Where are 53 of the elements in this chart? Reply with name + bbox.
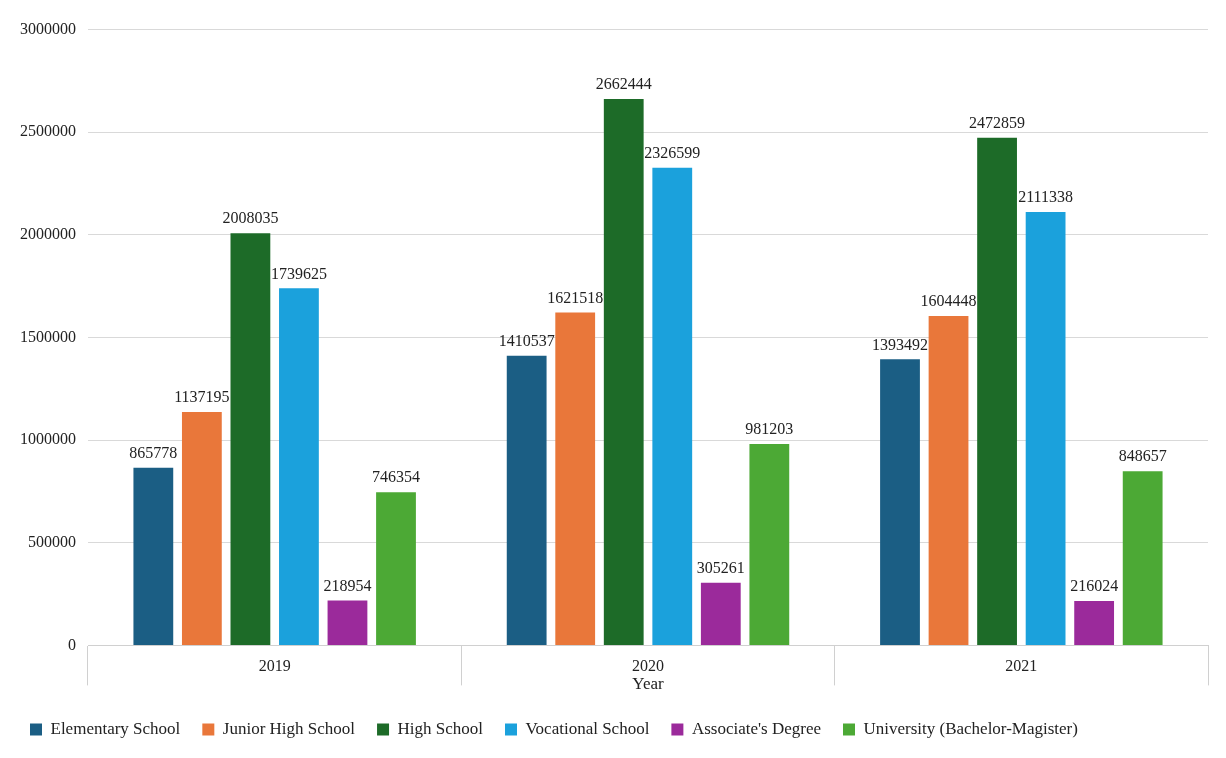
- y-tick-label: 0: [68, 635, 76, 653]
- y-tick-label: 2000000: [20, 225, 76, 243]
- data-label: 981203: [745, 420, 794, 438]
- x-tick-label: 2020: [632, 657, 664, 675]
- data-label: 848657: [1118, 447, 1167, 465]
- bar: [1025, 212, 1066, 645]
- legend-label: University (Bachelor-Magister): [863, 718, 1078, 738]
- bar: [928, 316, 969, 645]
- x-tick-label: 2021: [1005, 657, 1038, 675]
- data-label: 2662444: [595, 75, 652, 93]
- data-label: 2111338: [1018, 188, 1074, 206]
- legend-label: High School: [397, 718, 484, 738]
- legend-label: Associate's Degree: [691, 718, 821, 738]
- bar: [181, 411, 222, 645]
- bar: [700, 582, 741, 645]
- bar: [1074, 601, 1115, 645]
- data-label: 218954: [323, 576, 372, 594]
- legend-label: Elementary School: [50, 718, 181, 738]
- data-label: 865778: [129, 443, 178, 461]
- data-label: 746354: [372, 468, 420, 486]
- data-label: 1393492: [872, 335, 928, 353]
- data-label: 1137195: [174, 388, 230, 406]
- bar: [1122, 471, 1163, 645]
- legend-label: Vocational School: [525, 718, 650, 738]
- bar: [603, 98, 644, 645]
- y-tick-label: 3000000: [20, 19, 76, 37]
- data-label: 1410537: [498, 332, 555, 350]
- data-label: 2326599: [644, 144, 701, 162]
- bar: [977, 137, 1017, 645]
- x-tick-label: 2019: [258, 657, 291, 675]
- x-axis-title: Year: [632, 674, 664, 694]
- data-label: 216024: [1070, 577, 1119, 595]
- bar: [133, 467, 174, 645]
- bar: [327, 600, 368, 645]
- data-label: 2472859: [969, 114, 1026, 132]
- legend-label: Junior High School: [222, 718, 356, 738]
- y-tick-label: 500000: [28, 532, 76, 550]
- data-label: 1739625: [270, 264, 327, 282]
- bar: [506, 355, 547, 645]
- y-tick-label: 1500000: [20, 327, 76, 345]
- data-label: 1604448: [920, 292, 977, 310]
- bar: [376, 492, 416, 645]
- y-tick-label: 2500000: [20, 122, 76, 140]
- bar: [749, 443, 790, 645]
- bar: [880, 359, 920, 645]
- data-label: 2008035: [222, 209, 279, 227]
- bar: [652, 167, 693, 645]
- bar: [279, 288, 319, 645]
- data-label: 1621518: [547, 288, 604, 306]
- bar: [230, 233, 271, 645]
- y-tick-label: 1000000: [20, 430, 76, 448]
- data-label: 305261: [696, 558, 745, 576]
- bar: [555, 312, 596, 645]
